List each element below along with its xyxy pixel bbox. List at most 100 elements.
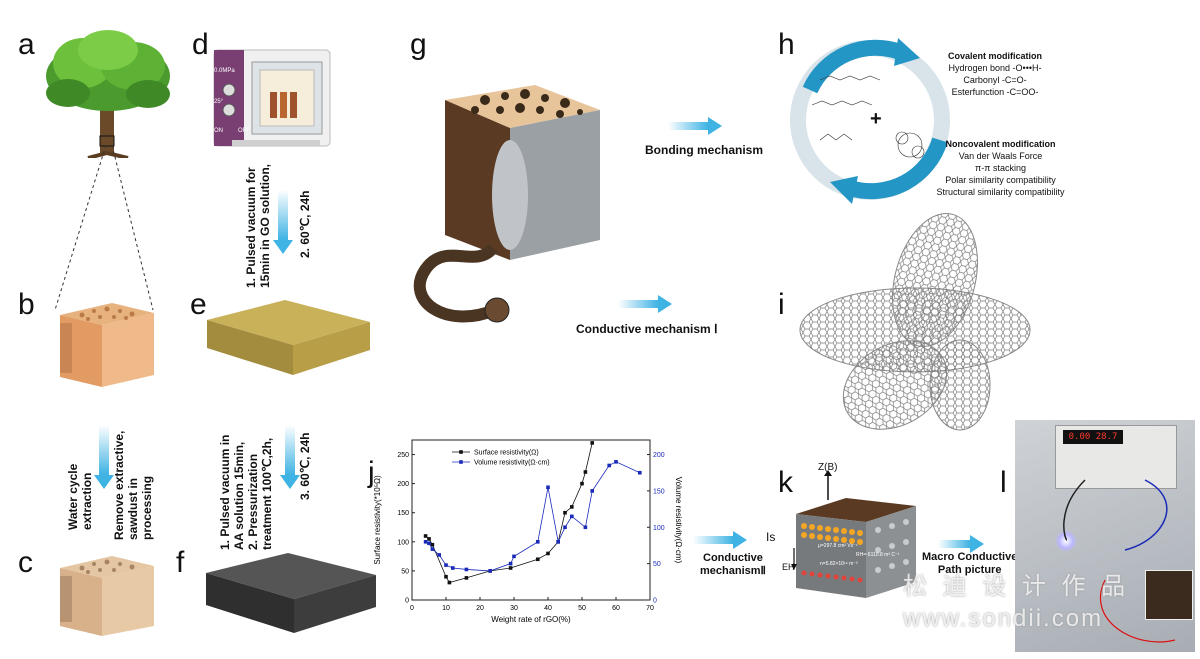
- noncovalent-item: Polar similarity compatibility: [945, 175, 1056, 185]
- y2-tick-label: 200: [653, 452, 665, 459]
- data-point: [580, 481, 584, 486]
- data-point: [430, 542, 435, 547]
- carbon-nanotube-network: [799, 213, 1031, 431]
- legend-marker: [459, 450, 463, 454]
- y2-axis-label: Volume resistivity(Ω·cm): [674, 477, 683, 564]
- step-vacuum-go: 1. Pulsed vacuum for 15min in GO solutio…: [244, 163, 272, 288]
- covalent-item: Carbonyl -C=O-: [963, 75, 1027, 85]
- data-point: [546, 485, 550, 490]
- data-point: [638, 470, 642, 475]
- noncovalent-title: Noncovalent modification: [945, 139, 1056, 149]
- conductive-mechanism-2-label: Conductive mechanismⅡ: [700, 552, 766, 577]
- watermark-chinese: 松 迪 设 计 作 品: [903, 572, 1130, 600]
- eh-label: EH: [782, 562, 795, 572]
- x-tick-label: 50: [578, 605, 586, 612]
- data-point: [563, 525, 567, 530]
- wood-block-porous: [60, 303, 154, 387]
- hall-density: n=5.82×10¹⁹ m⁻³: [820, 561, 858, 567]
- step-vacuum-aa: 1. Pulsed vacuum in AA solution 15min, 2…: [218, 434, 274, 550]
- panel-label-j: j: [368, 456, 375, 489]
- x-tick-label: 30: [510, 605, 518, 612]
- macro-circuit-photo: 0.00 28.7: [1015, 420, 1195, 652]
- data-point: [423, 534, 428, 538]
- panel-label-h: h: [778, 28, 795, 61]
- zoom-lines: [54, 144, 154, 311]
- step-dry-aa: 3. 60℃, 24h: [298, 432, 312, 500]
- data-point: [508, 561, 513, 566]
- x-tick-label: 0: [410, 605, 414, 612]
- data-point: [423, 540, 428, 544]
- y-tick-label: 100: [397, 539, 409, 546]
- covalent-item: Esterfunction -C=OO-: [951, 87, 1039, 97]
- tree-illustration: [46, 30, 170, 158]
- data-point: [583, 525, 588, 530]
- watermark-url: www.sondii.com: [903, 605, 1104, 632]
- panel-label-e: e: [190, 288, 207, 321]
- x-tick-label: 40: [544, 605, 552, 612]
- wood-block-extracted: [60, 556, 154, 636]
- data-point: [570, 505, 574, 509]
- data-point: [437, 553, 441, 557]
- panel-label-f: f: [176, 546, 185, 579]
- is-label: Is: [766, 530, 776, 544]
- data-point: [427, 541, 431, 546]
- macro-path-label: Macro Conductive Path picture: [922, 551, 1018, 576]
- data-point: [508, 566, 513, 570]
- y2-tick-label: 150: [653, 488, 665, 495]
- data-point: [427, 537, 431, 541]
- wood-microstructure: [413, 85, 600, 323]
- data-point: [546, 551, 550, 556]
- data-point: [444, 563, 448, 567]
- resistivity-chart: 0 10 20 30 40 50 60 700501001502002500501001502…: [373, 439, 683, 624]
- data-point: [464, 576, 469, 580]
- hall-mobility: μ=297.8 cm² Vs⁻¹: [818, 543, 858, 549]
- y2-tick-label: 0: [653, 598, 657, 605]
- led-glow: [1055, 530, 1077, 552]
- step-remove-extractive: Remove extractive, sawdust in processing: [112, 430, 154, 540]
- panel-label-b: b: [18, 288, 35, 321]
- data-point: [570, 514, 574, 519]
- data-point: [488, 569, 492, 573]
- x-axis-label: Weight rate of rGO(%): [491, 615, 571, 624]
- data-point: [556, 540, 560, 544]
- series-line: [425, 461, 640, 572]
- panel-label-g: g: [410, 28, 427, 61]
- y-tick-label: 200: [397, 481, 409, 488]
- oven-temp: 25°: [214, 99, 224, 105]
- data-point: [451, 566, 455, 570]
- covalent-box: Covalent modification Hydrogen bond -O••…: [940, 50, 1050, 98]
- legend-label: Volume resistivity(Ω·cm): [474, 460, 550, 467]
- oven-pressure: 0.0MPa: [214, 68, 235, 74]
- noncovalent-item: π-π stacking: [975, 163, 1026, 173]
- legend-marker: [459, 460, 463, 464]
- series-line: [425, 442, 593, 584]
- vacuum-oven: [213, 49, 331, 147]
- data-point: [614, 460, 618, 464]
- y-tick-label: 0: [405, 598, 409, 605]
- y2-tick-label: 50: [653, 561, 661, 568]
- data-point: [583, 470, 588, 474]
- y-axis-label: Surface resistivity(*10⁵Ω): [373, 475, 382, 565]
- arrow-b-to-c: [94, 425, 114, 489]
- data-point: [464, 567, 469, 572]
- go-wood-board: [207, 300, 370, 375]
- y-tick-label: 50: [401, 568, 409, 575]
- hall-coefficient: RH=-5110.8 m³ C⁻¹: [856, 552, 900, 558]
- data-point: [563, 510, 567, 515]
- y-tick-label: 150: [397, 510, 409, 517]
- bonding-mechanism-label: Bonding mechanism: [645, 143, 764, 157]
- noncovalent-item: Structural similarity compatibility: [936, 187, 1065, 197]
- data-point: [430, 547, 435, 551]
- x-tick-label: 70: [646, 605, 654, 612]
- x-tick-label: 20: [476, 605, 484, 612]
- arrow-e-to-f: [280, 425, 300, 489]
- y-tick-label: 250: [397, 452, 409, 459]
- panel-label-c: c: [18, 546, 33, 579]
- covalent-item: Hydrogen bond -O•••H-: [948, 63, 1042, 73]
- conductive-mechanism-1-label: Conductive mechanism Ⅰ: [576, 322, 718, 336]
- covalent-title: Covalent modification: [947, 51, 1042, 61]
- data-point: [607, 463, 611, 468]
- hall-effect-block: [791, 470, 916, 598]
- z-axis-label: Z(B): [818, 462, 838, 473]
- panel-label-i: i: [778, 288, 785, 321]
